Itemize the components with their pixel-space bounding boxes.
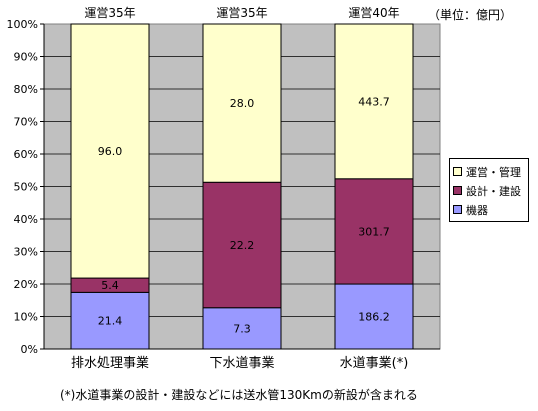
legend-label-equipment: 機器: [466, 203, 488, 217]
legend: 運営・管理 設計・建設 機器: [449, 158, 529, 222]
unit-label: （単位：億円）: [428, 8, 513, 22]
data-label: 443.7: [358, 95, 390, 108]
bar-segment: [334, 178, 414, 285]
y-tick-label: 70%: [14, 116, 38, 129]
y-tick-label: 60%: [14, 148, 38, 161]
bar-segment: [202, 181, 282, 309]
y-tick-label: 20%: [14, 278, 38, 291]
data-label: 301.7: [358, 225, 390, 238]
y-tick-label: 0%: [21, 343, 38, 356]
legend-swatch-design: [453, 186, 462, 195]
bar-segment: [70, 291, 150, 350]
data-label: 5.4: [101, 279, 119, 292]
legend-swatch-equipment: [453, 205, 462, 214]
x-category-label: 排水処理事業: [71, 355, 149, 371]
legend-item-design: 設計・建設: [453, 181, 525, 200]
legend-swatch-operation: [453, 167, 462, 176]
data-label: 96.0: [98, 145, 123, 158]
y-tick-label: 30%: [14, 246, 38, 259]
bar-top-label: 運営40年: [348, 6, 399, 20]
legend-item-equipment: 機器: [453, 200, 525, 219]
y-axis: 0% 10% 20% 30% 40% 50% 60% 70% 80% 90% 100%: [7, 18, 45, 356]
data-label: 21.4: [98, 315, 123, 328]
y-tick-label: 80%: [14, 83, 38, 96]
data-label: 22.2: [230, 239, 255, 252]
x-axis: 排水処理事業 下水道事業 水道事業(*): [44, 348, 440, 371]
y-tick-label: 40%: [14, 213, 38, 226]
data-label: 28.0: [230, 97, 255, 110]
x-category-label: 下水道事業: [209, 355, 274, 371]
bar-segment: [202, 307, 282, 350]
footnote: (*)水道事業の設計・建設などには送水管130Kmの新設が含まれる: [60, 388, 418, 402]
y-tick-label: 50%: [14, 181, 38, 194]
bar-segment: [202, 23, 282, 183]
bar-top-label: 運営35年: [216, 6, 267, 20]
bars: [70, 23, 414, 350]
y-tick-label: 10%: [14, 311, 38, 324]
legend-label-operation: 運営・管理: [466, 165, 521, 179]
data-label: 186.2: [358, 311, 390, 324]
legend-item-operation: 運営・管理: [453, 162, 525, 181]
y-tick-label: 90%: [14, 51, 38, 64]
bar-top-label: 運営35年: [84, 6, 135, 20]
legend-label-design: 設計・建設: [466, 184, 521, 198]
bar-segment: [334, 23, 414, 180]
y-tick-label: 100%: [7, 18, 38, 31]
bar-segment: [70, 23, 150, 279]
data-label: 7.3: [233, 322, 251, 335]
x-category-label: 水道事業(*): [340, 355, 409, 371]
data-labels: 21.4 5.4 96.0 運営35年 7.3 22.2 28.0 運営35年 186.2 301…: [84, 6, 399, 335]
